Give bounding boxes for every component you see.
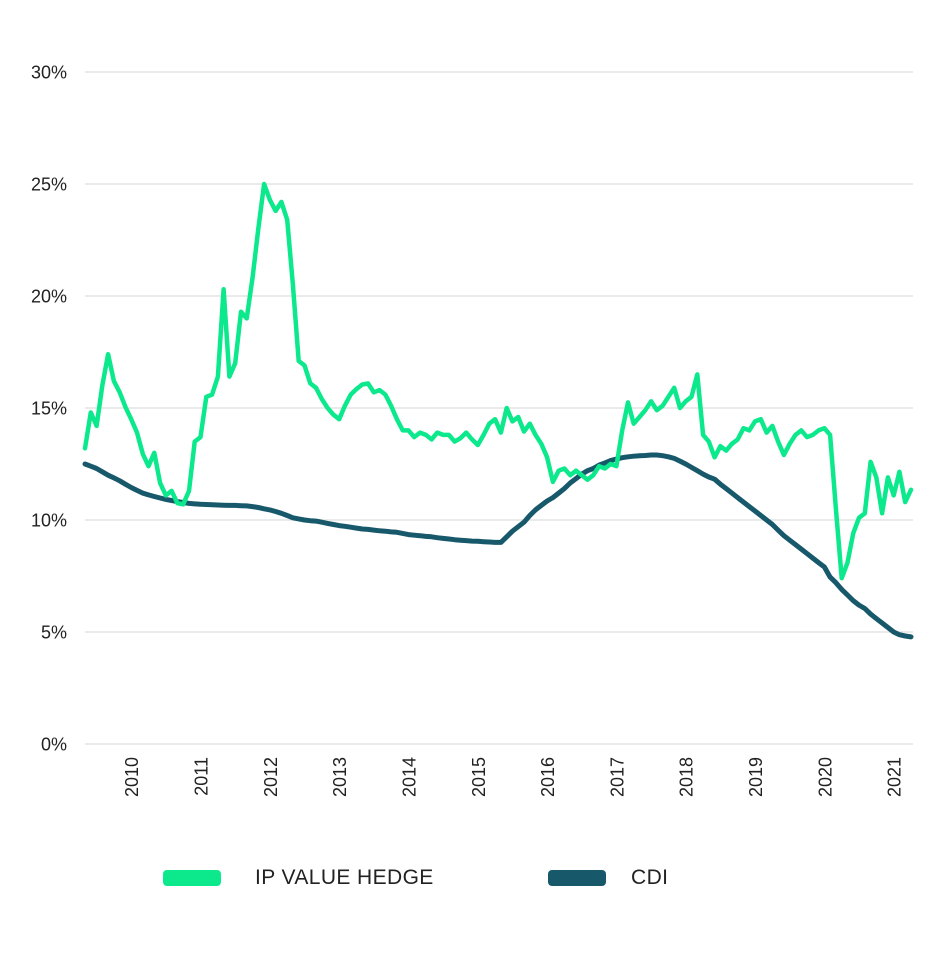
y-tick-label: 15%	[31, 399, 67, 419]
x-tick-label: 2018	[677, 757, 697, 797]
legend-item-cdi: CDI	[548, 866, 669, 889]
y-tick-label: 0%	[41, 735, 67, 755]
y-tick-label: 10%	[31, 511, 67, 531]
y-tick-label: 5%	[41, 623, 67, 643]
x-tick-label: 2013	[330, 757, 350, 797]
x-tick-label: 2011	[192, 757, 212, 796]
legend-label-cdi: CDI	[631, 866, 669, 889]
legend-item-ip-value-hedge: IP VALUE HEDGE	[163, 866, 434, 889]
x-tick-label: 2015	[469, 757, 489, 797]
gridlines	[85, 71, 913, 745]
y-tick-label: 30%	[31, 63, 67, 83]
y-tick-label: 25%	[31, 175, 67, 195]
x-tick-label: 2012	[261, 757, 281, 797]
cdi-line	[82, 452, 914, 640]
x-tick-label: 2017	[607, 757, 627, 797]
x-tick-label: 2019	[746, 757, 766, 797]
legend-label-ip-value-hedge: IP VALUE HEDGE	[255, 866, 434, 889]
performance-line-chart: 30%25%20%15%10%5%0%2010 2011 2012 2013 2014 2…	[31, 63, 914, 797]
ip-value-hedge-line	[82, 181, 914, 581]
y-axis-labels: 30% 25% 20% 15% 10% 5% 0%	[31, 63, 67, 755]
x-tick-label: 2020	[815, 757, 835, 797]
legend-swatch-cdi	[548, 870, 606, 886]
y-tick-label: 20%	[31, 287, 67, 307]
x-tick-label: 2016	[538, 757, 558, 797]
x-tick-label: 2014	[399, 757, 419, 797]
x-tick-label: 2010	[122, 757, 142, 797]
x-tick-label: 2021	[885, 757, 905, 797]
x-axis-labels: 2010 2011 2012 2013 2014 2015 2016 2017 2018 2019…	[122, 757, 904, 797]
legend-swatch-ip-value-hedge	[163, 870, 221, 886]
